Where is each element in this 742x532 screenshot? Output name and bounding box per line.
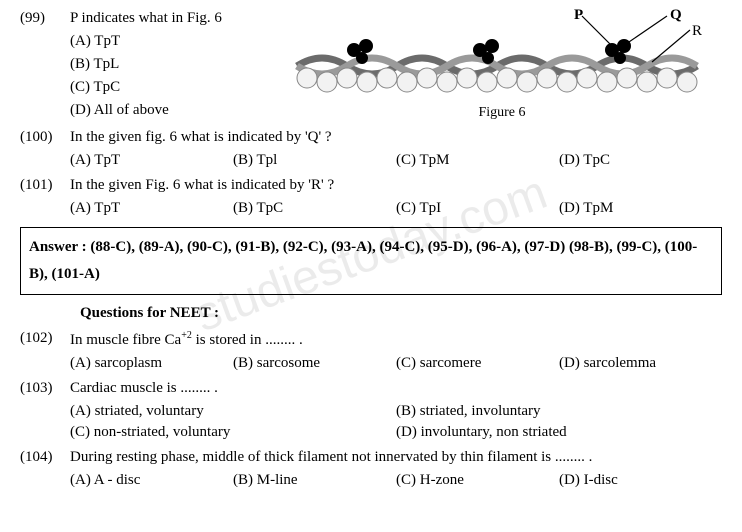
question-number: (102) <box>20 330 70 376</box>
question-101: (101) In the given Fig. 6 what is indica… <box>20 177 722 221</box>
option-c: (C) H-zone <box>396 472 559 489</box>
option-a: (A) striated, voluntary <box>70 403 396 420</box>
option-c: (C) TpI <box>396 200 559 217</box>
option-a: (A) TpT <box>70 152 233 169</box>
question-102: (102) In muscle fibre Ca+2 is stored in … <box>20 330 722 376</box>
question-number: (104) <box>20 449 70 493</box>
label-q: Q <box>670 8 682 23</box>
option-b: (B) M-line <box>233 472 396 489</box>
option-d: (D) TpC <box>559 152 722 169</box>
question-number: (101) <box>20 177 70 221</box>
option-b: (B) sarcosome <box>233 355 396 372</box>
label-p: P <box>574 8 583 23</box>
option-a: (A) sarcoplasm <box>70 355 233 372</box>
option-b: (B) Tpl <box>233 152 396 169</box>
question-text: In the given Fig. 6 what is indicated by… <box>70 177 722 194</box>
answer-box: Answer : (88-C), (89-A), (90-C), (91-B),… <box>20 227 722 295</box>
question-text: In the given fig. 6 what is indicated by… <box>70 129 722 146</box>
question-number: (99) <box>20 10 70 125</box>
question-100: (100) In the given fig. 6 what is indica… <box>20 129 722 173</box>
option-b: (B) striated, involuntary <box>396 403 722 420</box>
figure6: P Q R Figure 6 <box>292 8 712 121</box>
option-d: (D) I-disc <box>559 472 722 489</box>
option-a: (A) A - disc <box>70 472 233 489</box>
label-r: R <box>692 23 702 39</box>
question-text: Cardiac muscle is ........ . <box>70 380 722 397</box>
section-heading: Questions for NEET : <box>80 305 722 322</box>
question-104: (104) During resting phase, middle of th… <box>20 449 722 493</box>
option-b: (B) TpC <box>233 200 396 217</box>
figure-caption: Figure 6 <box>292 105 712 121</box>
question-text: In muscle fibre Ca+2 is stored in ......… <box>70 330 722 349</box>
figure6-svg: P Q R <box>292 8 712 103</box>
option-d: (D) involuntary, non striated <box>396 424 722 441</box>
option-c: (C) sarcomere <box>396 355 559 372</box>
option-d: (D) TpM <box>559 200 722 217</box>
option-c: (C) TpM <box>396 152 559 169</box>
question-103: (103) Cardiac muscle is ........ . (A) s… <box>20 380 722 445</box>
option-c: (C) non-striated, voluntary <box>70 424 396 441</box>
question-number: (103) <box>20 380 70 445</box>
question-number: (100) <box>20 129 70 173</box>
option-a: (A) TpT <box>70 200 233 217</box>
question-text: During resting phase, middle of thick fi… <box>70 449 722 466</box>
option-d: (D) sarcolemma <box>559 355 722 372</box>
